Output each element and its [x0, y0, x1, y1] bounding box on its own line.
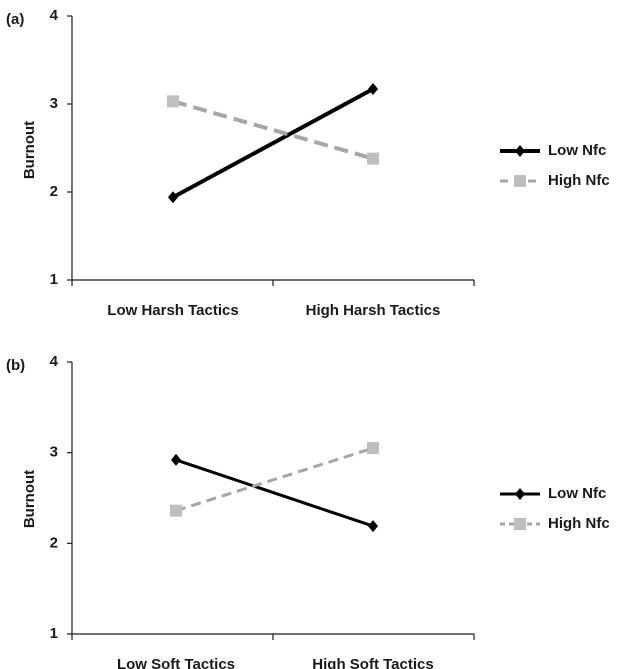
series-line-high-nfc — [172, 99, 374, 161]
legend-marker-square — [514, 175, 526, 187]
legend-item: High Nfc — [500, 172, 610, 189]
x-category-label: High Soft Tactics — [312, 656, 433, 669]
data-point-square — [167, 95, 179, 108]
legend-label: High Nfc — [548, 515, 610, 532]
y-tick-label: 1 — [50, 271, 58, 288]
x-category-label: Low Harsh Tactics — [107, 302, 238, 319]
panel-label: (b) — [6, 357, 25, 374]
legend-label: High Nfc — [548, 172, 610, 189]
legend-label: Low Nfc — [548, 142, 606, 159]
x-category-label: Low Soft Tactics — [117, 656, 235, 669]
series-line-low-nfc — [175, 458, 374, 528]
data-point-square — [367, 152, 379, 165]
y-tick-label: 3 — [50, 444, 58, 461]
legend-item: Low Nfc — [500, 485, 606, 502]
y-tick-label: 1 — [50, 625, 58, 642]
y-tick-label: 4 — [50, 353, 59, 370]
data-point-diamond — [368, 83, 378, 96]
y-tick-label: 3 — [50, 95, 58, 112]
data-point-diamond — [168, 191, 178, 204]
legend-marker-diamond — [515, 145, 525, 157]
legend-marker-diamond — [515, 488, 525, 500]
y-tick-label: 2 — [50, 183, 58, 200]
legend-item: High Nfc — [500, 515, 610, 532]
panel-label: (a) — [6, 11, 24, 28]
series-line-low-nfc — [172, 87, 374, 200]
data-point-diamond — [368, 520, 378, 533]
chart-panel-2: (b) 1 2 3 4 Low Soft Tactics High Soft Tactics… — [6, 353, 610, 669]
legend-marker-square — [514, 518, 526, 530]
legend-item: Low Nfc — [500, 142, 606, 159]
y-axis-title: Burnout — [21, 470, 38, 528]
data-point-diamond — [171, 453, 181, 466]
chart-panel-1: (a) 1 2 3 4 Low Harsh Tactics High Harsh Tacti… — [6, 7, 610, 319]
series-line-high-nfc — [175, 446, 374, 513]
data-point-square — [170, 504, 182, 517]
y-axis-title: Burnout — [21, 121, 38, 179]
x-category-label: High Harsh Tactics — [306, 302, 441, 319]
legend-label: Low Nfc — [548, 485, 606, 502]
y-tick-label: 4 — [50, 7, 59, 24]
data-point-square — [367, 442, 379, 455]
y-tick-label: 2 — [50, 534, 58, 551]
